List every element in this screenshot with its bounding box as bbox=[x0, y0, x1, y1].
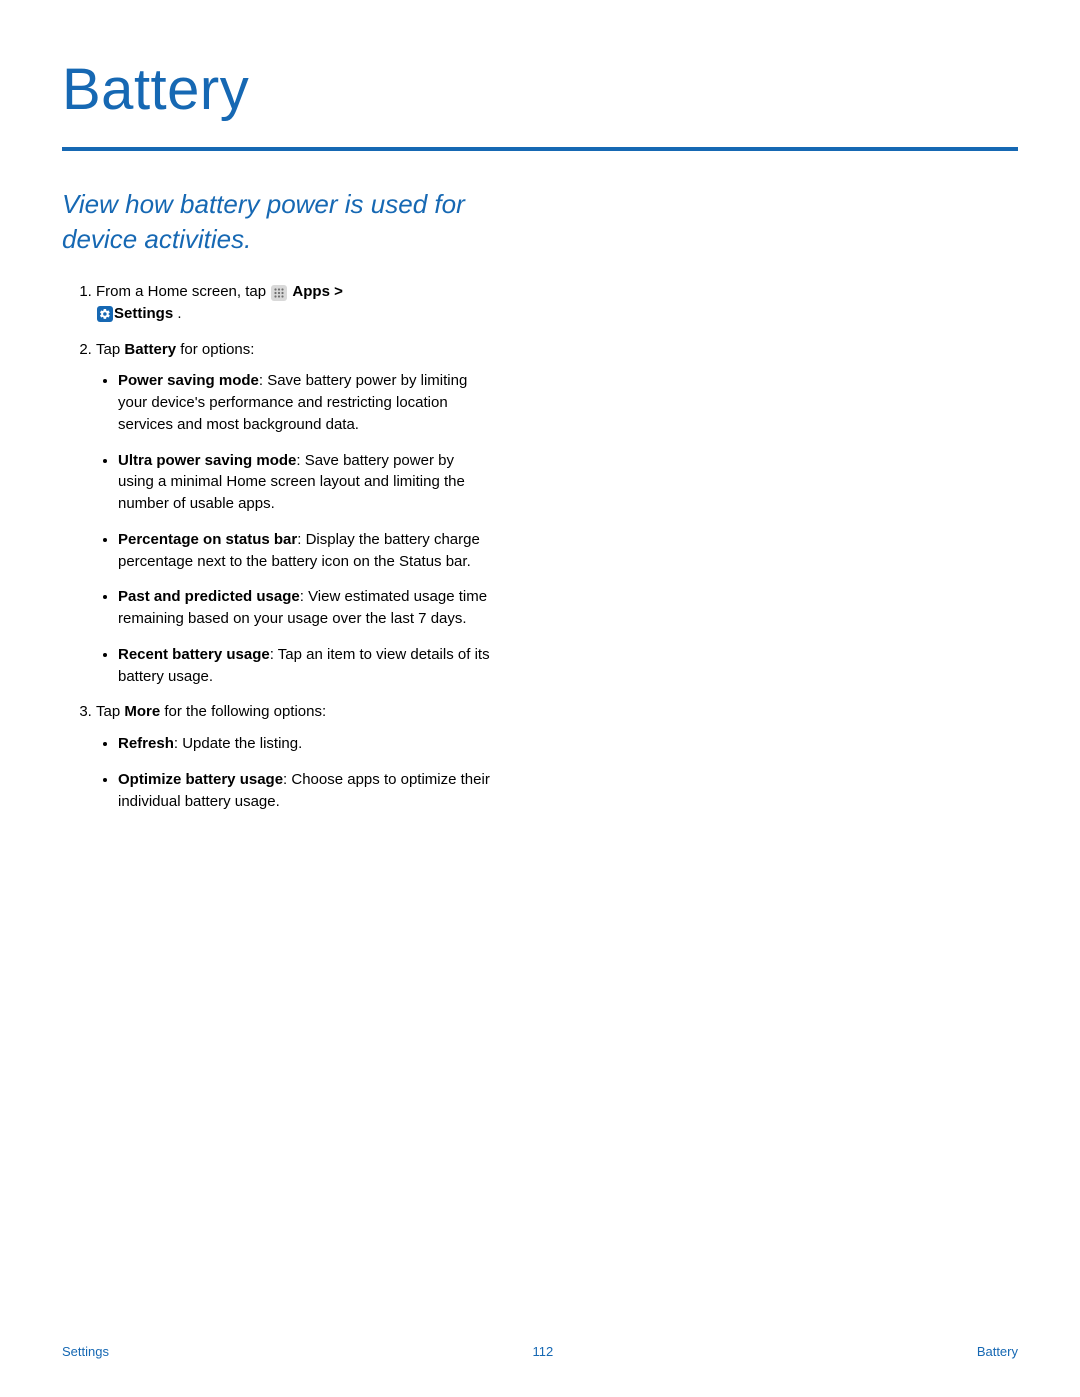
bullet-refresh: Refresh: Update the listing. bbox=[118, 733, 492, 755]
steps-list: From a Home screen, tap Apps > bbox=[62, 281, 492, 812]
content-column: From a Home screen, tap Apps > bbox=[62, 281, 492, 812]
step1-apps-label: Apps > bbox=[292, 283, 342, 300]
step2-suffix: for options: bbox=[176, 341, 254, 358]
footer-left: Settings bbox=[62, 1344, 109, 1359]
step1-suffix: . bbox=[173, 305, 181, 322]
step2-bold: Battery bbox=[124, 341, 176, 358]
apps-grid-icon bbox=[271, 285, 287, 301]
manual-page: Battery View how battery power is used f… bbox=[0, 0, 1080, 1397]
bullet-ultra-power: Ultra power saving mode: Save battery po… bbox=[118, 450, 492, 515]
page-title: Battery bbox=[62, 56, 1018, 123]
page-subtitle: View how battery power is used for devic… bbox=[62, 187, 492, 257]
bullet-term: Percentage on status bar bbox=[118, 531, 297, 548]
bullet-term: Past and predicted usage bbox=[118, 588, 300, 605]
step3-suffix: for the following options: bbox=[160, 703, 326, 720]
step1-settings-label: Settings bbox=[114, 305, 173, 322]
bullet-power-saving: Power saving mode: Save battery power by… bbox=[118, 370, 492, 435]
page-footer: Settings 112 Battery bbox=[62, 1344, 1018, 1359]
step-3: Tap More for the following options: Refr… bbox=[96, 701, 492, 812]
bullet-term: Recent battery usage bbox=[118, 646, 270, 663]
bullet-term: Ultra power saving mode bbox=[118, 452, 296, 469]
step1-prefix: From a Home screen, tap bbox=[96, 283, 270, 300]
step3-bold: More bbox=[124, 703, 160, 720]
bullet-optimize: Optimize battery usage: Choose apps to o… bbox=[118, 769, 492, 813]
footer-page-number: 112 bbox=[533, 1344, 554, 1359]
step2-bullets: Power saving mode: Save battery power by… bbox=[96, 370, 492, 687]
settings-gear-icon bbox=[97, 306, 113, 322]
footer-right: Battery bbox=[977, 1344, 1018, 1359]
bullet-recent-usage: Recent battery usage: Tap an item to vie… bbox=[118, 644, 492, 688]
step3-bullets: Refresh: Update the listing. Optimize ba… bbox=[96, 733, 492, 812]
bullet-percentage: Percentage on status bar: Display the ba… bbox=[118, 529, 492, 573]
step-1: From a Home screen, tap Apps > bbox=[96, 281, 492, 325]
bullet-term: Refresh bbox=[118, 735, 174, 752]
step3-prefix: Tap bbox=[96, 703, 124, 720]
bullet-term: Optimize battery usage bbox=[118, 771, 283, 788]
step-2: Tap Battery for options: Power saving mo… bbox=[96, 339, 492, 688]
bullet-past-predicted: Past and predicted usage: View estimated… bbox=[118, 586, 492, 630]
title-divider bbox=[62, 147, 1018, 151]
step2-prefix: Tap bbox=[96, 341, 124, 358]
bullet-term: Power saving mode bbox=[118, 372, 259, 389]
bullet-text: : Update the listing. bbox=[174, 735, 302, 752]
